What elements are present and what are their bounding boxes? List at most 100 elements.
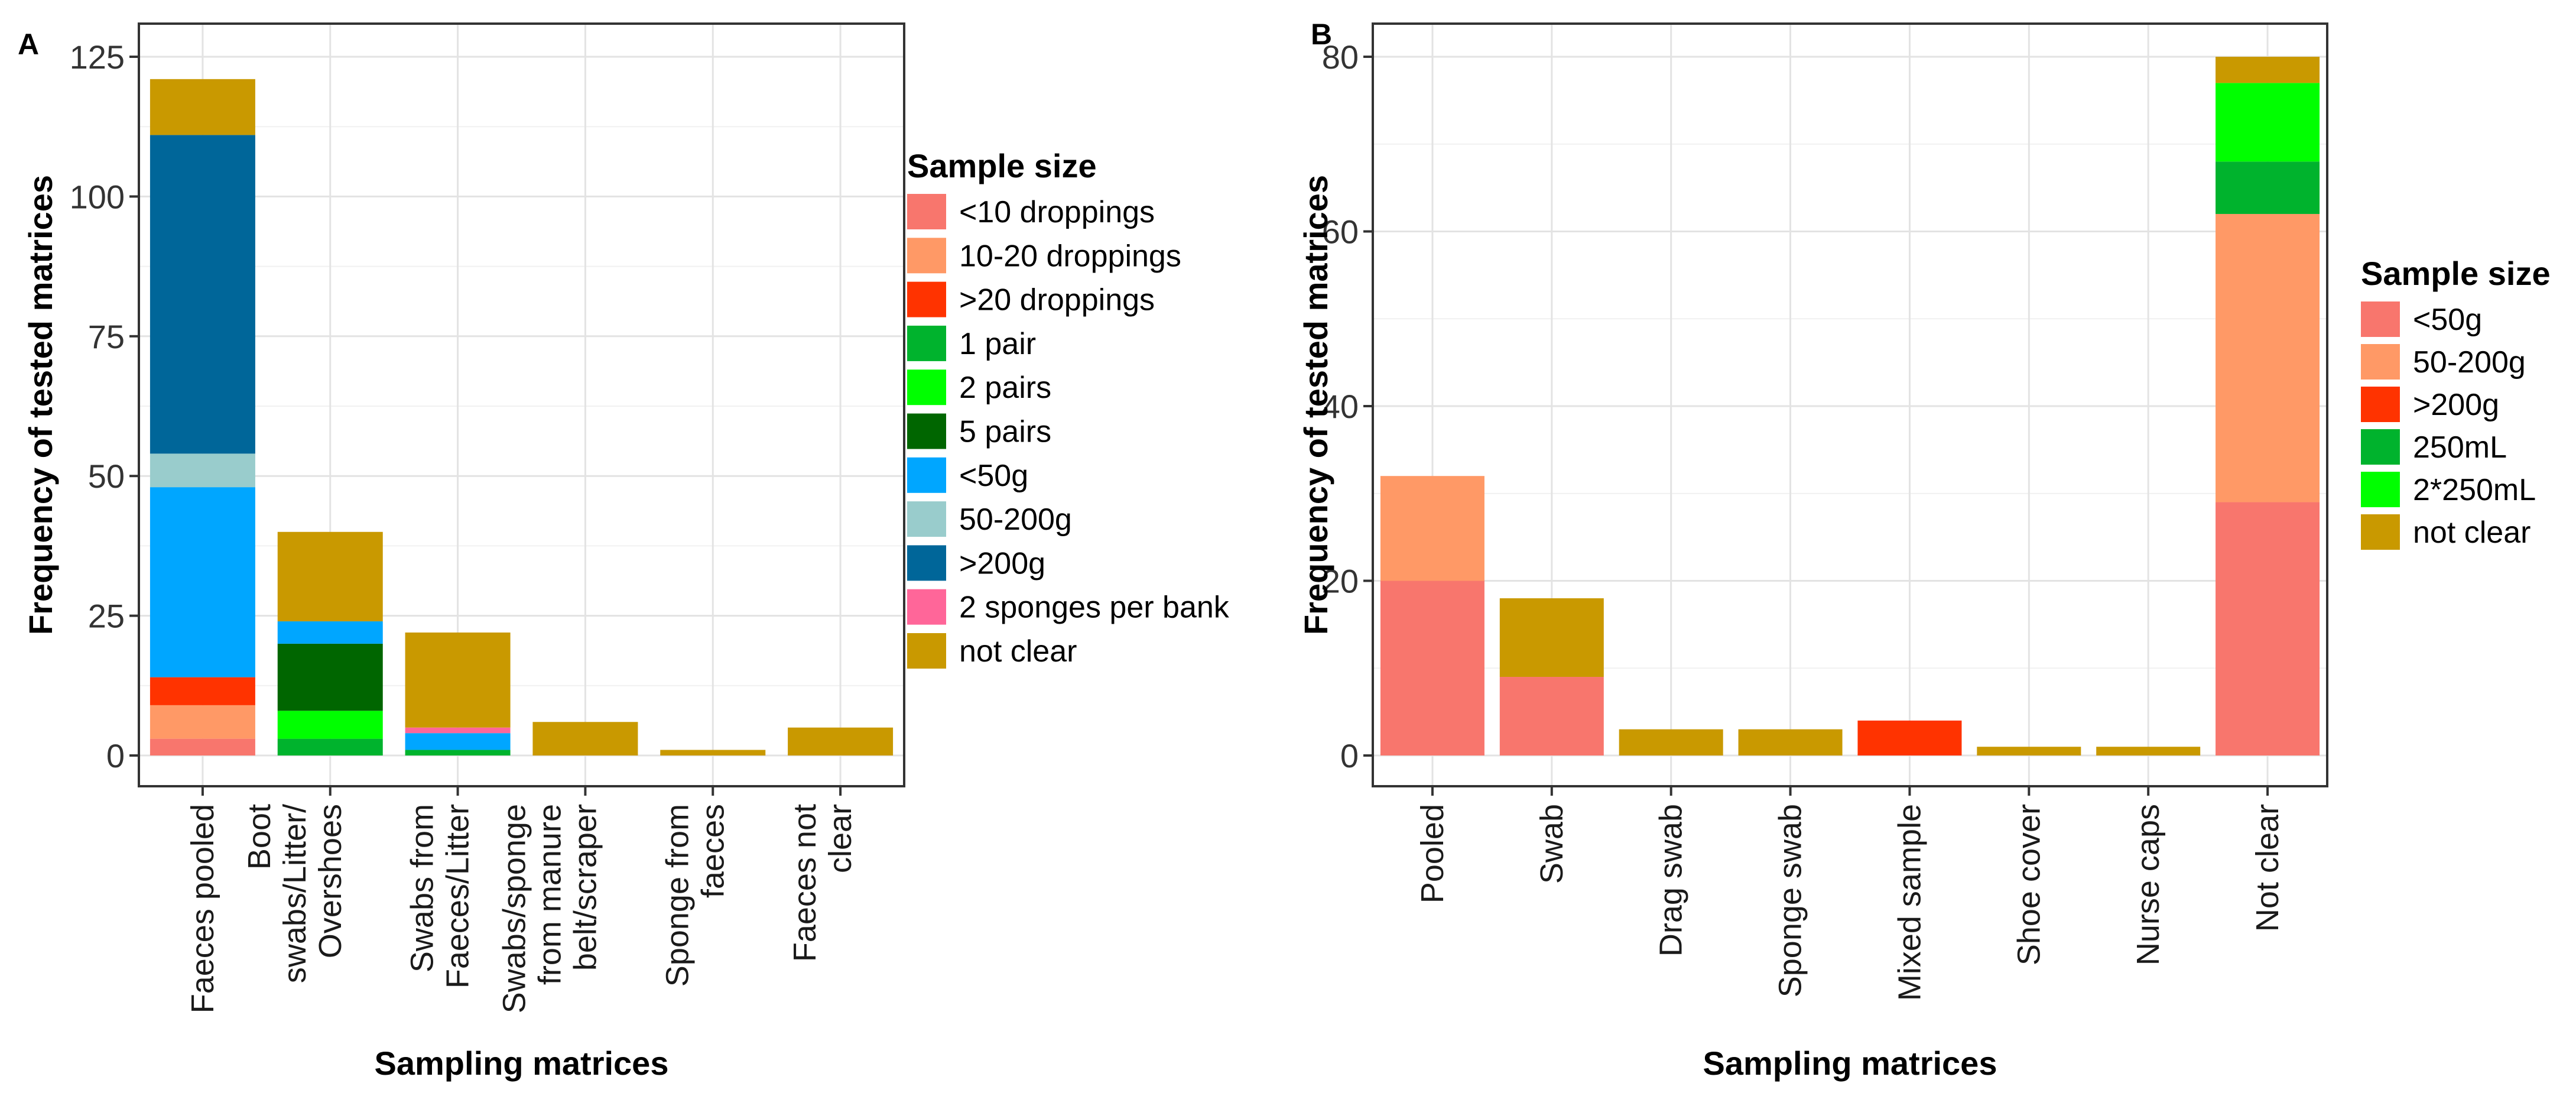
legend-swatch <box>907 589 946 625</box>
plot-frame <box>138 22 905 787</box>
bars <box>1380 57 2320 755</box>
y-tick-label: 100 <box>70 178 125 215</box>
legend-swatch <box>907 281 946 317</box>
x-tick-label-line: Not clear <box>2250 804 2285 932</box>
legend-label: <50g <box>2413 303 2482 337</box>
legend-title: Sample size <box>2361 255 2551 292</box>
x-tick-label-line: from manure <box>532 804 567 985</box>
x-tick-label-line: Overshoes <box>313 804 348 958</box>
y-tick-label: 75 <box>88 318 125 355</box>
x-tick-label: Sponge swab <box>1773 804 1808 997</box>
x-tick-label: Shoe cover <box>2011 804 2046 965</box>
legend: Sample size <50g 50-200g >200g 250mL 2*250mL n… <box>2361 255 2551 550</box>
y-tick-label: 125 <box>70 38 125 76</box>
bar-segment <box>277 711 383 739</box>
legend-title: Sample size <box>907 147 1097 184</box>
x-tick-label-line: Pooled <box>1415 804 1450 903</box>
x-tick-label: Swab <box>1534 804 1570 884</box>
chart-panel-a: 0 25 50 75 100 125 Faeces pooled Bootswabs/Litt… <box>18 22 1230 1082</box>
x-tick-label: Not clear <box>2250 804 2285 932</box>
y-tick-label: 60 <box>1322 213 1359 251</box>
y-tick-label: 50 <box>88 458 125 495</box>
x-tick-label: Drag swab <box>1654 804 1689 956</box>
x-tick-label-line: Sponge swab <box>1773 804 1808 997</box>
y-axis-title: Frequency of tested matrices <box>1297 175 1334 635</box>
y-tick-label: 40 <box>1322 388 1359 425</box>
x-axis-title: Sampling matrices <box>1703 1045 1997 1082</box>
bar-segment <box>2096 747 2201 755</box>
bar-segment <box>405 733 511 750</box>
legend-swatch <box>907 325 946 361</box>
legend-label: >200g <box>2413 388 2499 422</box>
panel-label: B <box>1311 18 1332 51</box>
x-tick-label-line: Mixed sample <box>1892 804 1927 1001</box>
x-tick-label: Pooled <box>1415 804 1450 903</box>
legend-swatch <box>907 501 946 537</box>
x-tick-label-line: Drag swab <box>1654 804 1689 956</box>
legend-swatch <box>907 545 946 581</box>
bar-segment <box>1499 598 1604 677</box>
bar-segment <box>277 621 383 644</box>
legend-swatch <box>907 194 946 229</box>
legend-label: not clear <box>959 634 1077 669</box>
legend-swatch <box>907 633 946 669</box>
legend-swatch <box>907 369 946 406</box>
bar-segment <box>2216 83 2320 162</box>
x-tick-label-line: Faeces not <box>787 804 823 962</box>
legend-label: 50-200g <box>2413 345 2526 380</box>
legend-label: 10-20 droppings <box>959 239 1181 273</box>
x-tick-label-line: Boot <box>242 804 277 870</box>
y-tick-label: 0 <box>106 737 125 774</box>
bar-segment <box>1977 747 2081 755</box>
legend-swatch <box>2361 514 2400 550</box>
bar-segment <box>150 677 255 705</box>
x-tick-label-line: belt/scraper <box>567 804 603 971</box>
bars <box>150 79 894 755</box>
gridlines <box>139 24 904 786</box>
x-tick-label: Swabs/spongefrom manurebelt/scraper <box>496 804 603 1013</box>
x-tick-label: Bootswabs/Litter/Overshoes <box>242 804 348 983</box>
bar-segment <box>1619 729 1723 755</box>
panel-label: A <box>18 28 39 61</box>
legend-swatch <box>907 238 946 274</box>
bar-segment <box>150 453 255 488</box>
bar-segment <box>1499 677 1604 755</box>
bar-segment <box>1738 729 1843 755</box>
chart-panel-b: 0 20 40 60 80 Pooled Swab Drag swab Sponge swab M… <box>1297 18 2551 1082</box>
x-tick-label-line: Faeces/Litter <box>440 804 476 988</box>
y-tick-label: 20 <box>1322 563 1359 600</box>
x-tick-label-line: Swabs from <box>405 804 440 972</box>
legend-label: 5 pairs <box>959 415 1051 449</box>
bar-segment <box>405 727 511 734</box>
legend-swatch <box>907 457 946 493</box>
y-tick-label: 0 <box>1340 737 1359 774</box>
bar-segment <box>277 531 383 622</box>
bar-segment <box>1380 476 1484 581</box>
x-tick-label: Swabs fromFaeces/Litter <box>405 804 476 988</box>
x-tick-label-line: clear <box>823 804 858 873</box>
bar-segment <box>2216 502 2320 755</box>
x-tick-label: Faeces notclear <box>787 804 858 962</box>
legend-label: not clear <box>2413 515 2530 550</box>
x-axis-title: Sampling matrices <box>375 1045 669 1082</box>
bar-segment <box>277 738 383 755</box>
bar-segment <box>2216 213 2320 502</box>
legend: Sample size <10 droppings 10-20 droppings >… <box>907 147 1230 669</box>
legend-label: 2 pairs <box>959 371 1051 405</box>
legend-swatch <box>2361 472 2400 507</box>
x-tick-label: Mixed sample <box>1892 804 1927 1001</box>
legend-swatch <box>2361 344 2400 380</box>
bar-segment <box>405 632 511 728</box>
legend-label: 250mL <box>2413 430 2507 465</box>
bar-segment <box>150 79 255 135</box>
bar-segment <box>277 643 383 711</box>
legend-label: <10 droppings <box>959 195 1155 229</box>
x-tick-label-line: Swabs/sponge <box>496 804 532 1013</box>
x-tick-label-line: swabs/Litter/ <box>277 804 313 983</box>
x-tick-label-line: Sponge from <box>660 804 695 987</box>
plot-background <box>139 24 904 786</box>
legend-label: 50-200g <box>959 502 1072 537</box>
bar-segment <box>1380 581 1484 755</box>
x-tick-label: Nurse caps <box>2130 804 2166 965</box>
y-axis-title: Frequency of tested matrices <box>22 175 59 635</box>
